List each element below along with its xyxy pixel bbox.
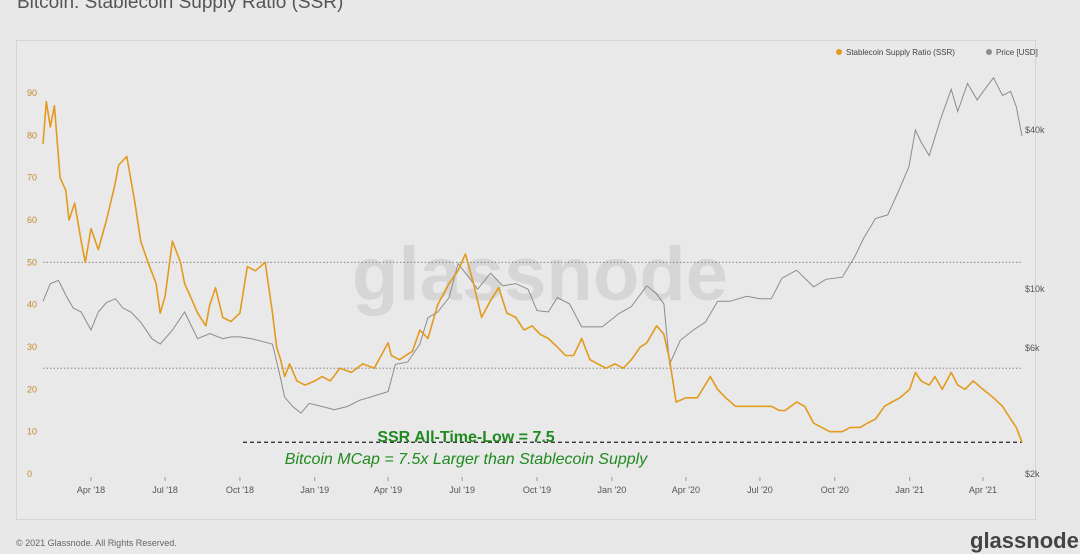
x-tick-label-7: Jan '20 [597, 485, 626, 495]
left-axis-ticks: 0 10 20 30 40 50 60 70 80 90 [27, 88, 37, 479]
annotation-ssr-atl: SSR All-Time-Low = 7.5 [377, 429, 554, 446]
x-tick-label-11: Jan '21 [895, 485, 924, 495]
legend-label-ssr: Stablecoin Supply Ratio (SSR) [846, 48, 955, 57]
watermark: glassnode [352, 232, 728, 317]
left-tick-label-30: 30 [27, 342, 37, 352]
left-tick-label-10: 10 [27, 427, 37, 437]
ssr-series-line [42, 100, 1023, 443]
left-tick-label-40: 40 [27, 300, 37, 310]
x-axis-ticks: Apr '18 Jul '18 Oct '18 Jan '19 Apr '19 Jul '… [77, 477, 997, 495]
x-tick-label-4: Apr '19 [374, 485, 402, 495]
page-title: Bitcoin: Stablecoin Supply Ratio (SSR) [17, 0, 344, 13]
legend: Stablecoin Supply Ratio (SSR) Price [USD… [836, 48, 1038, 57]
right-tick-label-6k: $6k [1025, 343, 1040, 353]
legend-label-price: Price [USD] [996, 48, 1038, 57]
legend-marker-price [986, 49, 992, 55]
x-tick-label-1: Jul '18 [152, 485, 178, 495]
x-tick-label-9: Jul '20 [747, 485, 773, 495]
right-tick-label-2k: $2k [1025, 469, 1040, 479]
left-tick-label-50: 50 [27, 257, 37, 267]
x-tick-label-3: Jan '19 [300, 485, 329, 495]
left-tick-label-80: 80 [27, 130, 37, 140]
x-tick-label-8: Apr '20 [672, 485, 700, 495]
x-tick-label-10: Oct '20 [821, 485, 849, 495]
left-tick-label-20: 20 [27, 384, 37, 394]
legend-marker-ssr [836, 49, 842, 55]
x-tick-label-6: Oct '19 [523, 485, 551, 495]
copyright-text: © 2021 Glassnode. All Rights Reserved. [16, 538, 177, 548]
right-axis-ticks: $2k $6k $10k $40k [1025, 125, 1045, 479]
right-tick-label-10k: $10k [1025, 284, 1045, 294]
left-tick-label-0: 0 [27, 469, 32, 479]
left-tick-label-60: 60 [27, 215, 37, 225]
right-tick-label-40k: $40k [1025, 125, 1045, 135]
x-tick-label-0: Apr '18 [77, 485, 105, 495]
left-tick-label-70: 70 [27, 173, 37, 183]
reference-lines [43, 261, 1022, 443]
x-tick-label-5: Jul '19 [449, 485, 475, 495]
x-tick-label-12: Apr '21 [969, 485, 997, 495]
chart-panel [16, 40, 1036, 520]
annotation-mcap-ratio: Bitcoin MCap = 7.5x Larger than Stableco… [285, 451, 648, 468]
brand-logo-text: glassnode [970, 528, 1079, 553]
left-tick-label-90: 90 [27, 88, 37, 98]
price-series-line [42, 76, 1023, 414]
x-tick-label-2: Oct '18 [226, 485, 254, 495]
